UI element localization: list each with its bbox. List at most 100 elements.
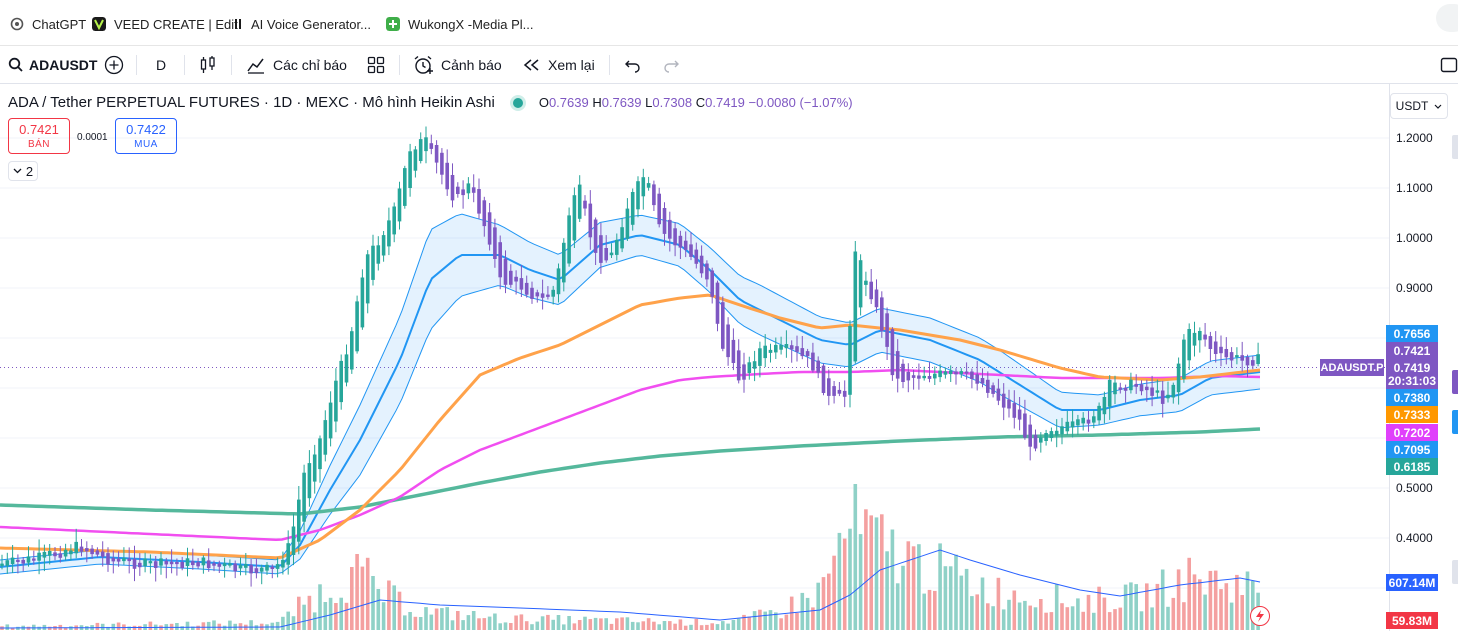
- candle-down: [217, 563, 222, 567]
- candle-down: [429, 143, 434, 149]
- candle-down: [673, 228, 677, 246]
- candle-up: [69, 550, 73, 555]
- candle-up: [365, 254, 370, 304]
- volume-ma-tag: 607.14M: [1386, 574, 1438, 591]
- volume-bar: [148, 621, 153, 630]
- candle-up: [159, 558, 163, 566]
- candle-up: [858, 260, 863, 308]
- undo-button[interactable]: [624, 46, 642, 84]
- buy-button[interactable]: 0.7422 MUA: [115, 118, 177, 154]
- side-panel-tab[interactable]: [1452, 410, 1458, 434]
- ohlc-values: O0.7639 H0.7639 L0.7308 C0.7419 −0.0080 …: [539, 95, 853, 110]
- collapse-indicators-button[interactable]: 2: [8, 161, 38, 181]
- candle-down: [249, 564, 253, 574]
- volume-bar: [991, 606, 995, 630]
- indicators-button[interactable]: Các chỉ báo: [246, 46, 347, 84]
- bookmark-wukongx[interactable]: WukongX -Media Pl...: [386, 14, 533, 34]
- toolbar-divider: [136, 55, 137, 75]
- profile-pill[interactable]: [1436, 4, 1458, 32]
- candle-down: [32, 558, 36, 561]
- volume-bar: [10, 627, 15, 630]
- volume-bar: [668, 621, 672, 630]
- volume-bar: [964, 568, 969, 630]
- volume-bar: [943, 566, 948, 630]
- symbol-search[interactable]: ADAUSDT: [8, 46, 97, 84]
- volume-bar: [1224, 583, 1229, 630]
- candle-up: [392, 206, 396, 235]
- volume-bar: [514, 615, 518, 630]
- volume-bar: [1176, 569, 1181, 630]
- candle-up: [641, 177, 646, 197]
- volume-bar: [503, 622, 508, 630]
- candle-up: [864, 280, 868, 285]
- candle-down: [519, 278, 524, 290]
- candle-up: [609, 252, 614, 256]
- candle-up: [376, 245, 381, 264]
- toolbar-divider: [609, 55, 610, 75]
- volume-bar: [1139, 611, 1144, 630]
- interval-button[interactable]: D: [156, 46, 166, 84]
- volume-bar: [1123, 584, 1128, 630]
- alerts-button[interactable]: Cảnh báo: [412, 46, 502, 84]
- candle-down: [715, 282, 720, 324]
- candle-down: [212, 563, 216, 566]
- candle-down: [657, 193, 661, 225]
- bookmark-chatgpt[interactable]: ChatGPT: [10, 14, 86, 34]
- candle-up: [307, 463, 312, 499]
- bookmark-veed[interactable]: VEED CREATE | Edit: [92, 14, 238, 34]
- volume-bar: [784, 614, 789, 630]
- square-icon: [1440, 57, 1458, 73]
- candle-up: [387, 220, 391, 247]
- candle-down: [535, 292, 540, 297]
- volume-bar: [1028, 605, 1032, 630]
- bookmark-ai-voice[interactable]: AI Voice Generator...: [233, 14, 371, 34]
- alerts-label: Cảnh báo: [441, 57, 502, 73]
- price-tag-ema-teal: 0.6185: [1386, 458, 1438, 475]
- volume-bar: [206, 621, 211, 630]
- price-tag-ema-orange: 0.7333: [1386, 406, 1438, 423]
- close-label: C: [695, 95, 706, 110]
- currency-select[interactable]: USDT: [1390, 93, 1448, 119]
- volume-bar: [339, 597, 343, 630]
- chart-grid: [0, 137, 1390, 589]
- volume-bar: [397, 591, 402, 630]
- chart-type-button[interactable]: [199, 46, 217, 84]
- lightning-button[interactable]: [1250, 606, 1270, 626]
- candle-up: [201, 557, 206, 566]
- candle-down: [980, 378, 985, 384]
- sell-button[interactable]: 0.7421 BÁN: [8, 118, 70, 154]
- volume-bar: [201, 622, 206, 630]
- rewind-icon: [523, 59, 539, 71]
- candle-down: [175, 562, 179, 565]
- price-chart[interactable]: [0, 84, 1458, 631]
- volume-bar: [106, 626, 110, 630]
- volume-bar: [466, 615, 471, 630]
- side-panel-tab[interactable]: [1452, 370, 1458, 394]
- candle-down: [111, 557, 116, 562]
- volume-bar: [291, 616, 296, 630]
- layouts-button[interactable]: [367, 46, 385, 84]
- side-panel-tab[interactable]: [1452, 560, 1458, 584]
- candle-down: [705, 263, 709, 280]
- candle-down: [662, 208, 667, 234]
- candle-down: [514, 276, 518, 282]
- candle-up: [853, 251, 858, 362]
- volume-bar: [418, 617, 423, 630]
- volume-bar: [47, 626, 52, 630]
- redo-button[interactable]: [662, 46, 680, 84]
- fullscreen-button[interactable]: [1440, 46, 1458, 84]
- undo-icon: [625, 60, 640, 73]
- volume-bar: [434, 608, 439, 630]
- compare-button[interactable]: [104, 46, 124, 84]
- candle-up: [42, 551, 47, 558]
- y-tick-label: 0.9000: [1396, 281, 1433, 295]
- side-panel-tab[interactable]: [1452, 135, 1458, 159]
- candle-down: [1219, 346, 1223, 354]
- volume-bar: [1160, 569, 1165, 630]
- candle-up: [143, 558, 147, 566]
- volume-bar: [1213, 570, 1218, 630]
- volume-bar: [657, 624, 661, 630]
- candle-up: [1060, 426, 1064, 435]
- volume-bar: [360, 566, 365, 630]
- replay-button[interactable]: Xem lại: [523, 46, 595, 84]
